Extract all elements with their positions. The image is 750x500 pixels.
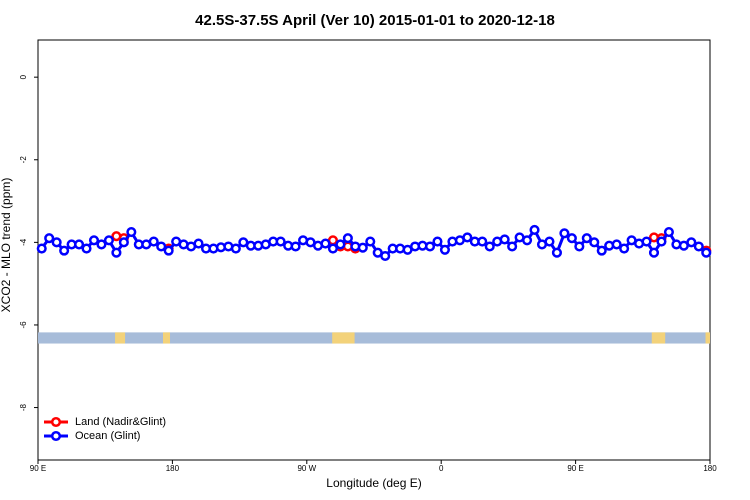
data-point [529,224,540,236]
data-point [51,237,62,248]
data-point [589,237,600,248]
data-point [499,234,510,245]
data-point [230,243,241,254]
land-patch [332,332,355,344]
data-point [551,247,562,258]
x-tick-label: 90 E [30,464,46,473]
data-point [44,233,55,244]
chart-title: 42.5S-37.5S April (Ver 10) 2015-01-01 to… [195,12,555,29]
data-point [126,226,137,238]
y-tick-label: -6 [19,321,28,329]
x-tick-label: 180 [703,464,717,473]
legend-marker [50,416,62,428]
x-axis-label: Longitude (deg E) [326,476,421,490]
data-point [335,239,346,250]
legend-label: Land (Nadir&Glint) [75,416,166,428]
data-point [619,243,630,254]
data-point [342,233,353,244]
data-point [656,236,667,247]
data-point [111,247,122,258]
data-point [439,244,450,255]
data-point [365,236,376,247]
data-point [611,239,622,250]
land-patch [651,332,666,344]
data-point [380,250,391,262]
data-point [559,228,570,239]
land-patch [162,332,171,344]
y-tick-label: -2 [19,156,28,164]
data-point [88,235,100,246]
data-point [156,241,167,252]
data-point [663,226,674,238]
data-point [522,235,533,246]
data-point [103,235,114,246]
land-patch [705,332,710,344]
x-tick-label: 0 [439,464,444,473]
data-point [574,241,585,252]
legend-label: Ocean (Glint) [75,430,140,442]
data-point [96,239,107,250]
data-point [357,242,368,253]
x-tick-label: 90 E [567,464,583,473]
data-point [432,236,443,247]
data-point [118,237,129,248]
data-point [36,243,47,254]
data-point [686,237,697,248]
surface-strip [38,332,710,344]
data-point [596,245,607,256]
y-tick-label: 0 [19,74,28,79]
data-point [507,241,518,252]
data-point [462,232,473,243]
data-point [477,236,488,247]
data-point [581,233,592,244]
data-point [544,236,555,247]
data-point [641,236,652,247]
data-point [81,243,92,254]
data-point [648,247,660,258]
data-point [693,241,704,252]
y-axis-label: XCO2 - MLO trend (ppm) [0,178,13,313]
x-tick-label: 180 [166,464,180,473]
legend-marker [50,430,62,442]
data-point [566,233,577,244]
data-point [148,236,159,247]
data-point [193,238,204,249]
land-patch [115,332,126,344]
data-point [275,236,286,247]
data-point [163,245,174,256]
data-point [327,243,338,254]
data-point [74,239,85,250]
data-point [290,241,301,252]
data-point [701,247,712,258]
data-point [59,245,70,256]
data-point [424,241,436,252]
data-point [484,241,495,252]
x-tick-label: 90 W [297,464,316,473]
y-tick-label: -8 [19,403,28,411]
data-point [320,238,331,249]
y-tick-label: -4 [19,238,28,246]
